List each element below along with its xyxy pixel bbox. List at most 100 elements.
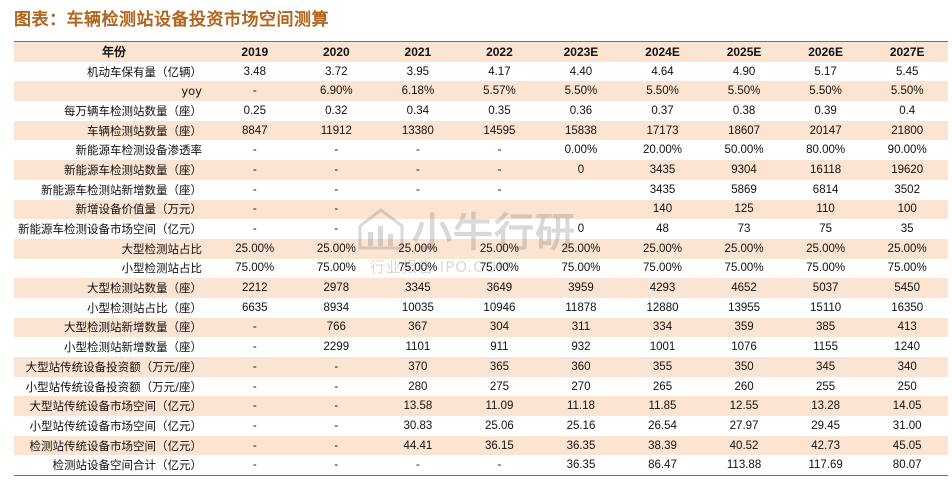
table-cell: 25.06: [458, 416, 541, 436]
table-cell: 0.36: [540, 101, 622, 121]
table-cell: 17173: [621, 120, 704, 141]
table-cell: 5.50%: [621, 81, 704, 102]
table-cell: 0.38: [703, 101, 785, 121]
row-label: 小型检测站占比: [14, 258, 214, 279]
table-cell: -: [214, 396, 296, 417]
table-cell: 25.00%: [540, 238, 622, 259]
header-cell-year: 2024E: [621, 42, 704, 62]
table-row: 新能源车检测站数量（座） - - - -0 3435 9304 16118 19620: [14, 160, 948, 180]
table-cell: -: [458, 455, 541, 476]
row-label: yoy: [14, 81, 214, 102]
table-cell: 38.39: [621, 435, 704, 456]
table-cell: 8934: [295, 297, 378, 318]
table-cell: -: [458, 160, 541, 180]
table-cell: -: [458, 140, 541, 161]
table-cell: 0.32: [295, 101, 378, 121]
table-row: 大型站传统设备投资额（万元/座） - -370 365 360 355 350 345 340: [14, 357, 948, 377]
table-cell: 36.35: [540, 435, 622, 456]
table-cell: 21800: [866, 120, 948, 141]
row-label: 检测站传统设备市场空间（亿元）: [14, 435, 214, 456]
table-row: 小型检测站新增数量（座） -2299 1101 911 932 1001 1076 1155 1…: [14, 337, 948, 357]
table-cell: 340: [866, 357, 948, 377]
table-cell: 280: [377, 376, 459, 397]
table-cell: -: [295, 219, 378, 239]
table-cell: -: [214, 160, 296, 180]
table-cell: 31.00: [866, 416, 948, 436]
table-cell: -: [377, 160, 459, 180]
table-cell: 125: [703, 199, 785, 220]
table-cell: 75.00%: [866, 258, 948, 279]
table-cell: -: [214, 337, 296, 357]
table-row: 每万辆车检测站数量（座） 0.25 0.32 0.34 0.35 0.36 0.37 0.38…: [14, 101, 948, 121]
table-cell: 5450: [866, 278, 948, 298]
table-cell: 334: [621, 317, 704, 338]
table-cell: 10946: [458, 297, 541, 318]
table-cell: 3435: [621, 179, 704, 200]
table-cell: 25.16: [540, 416, 622, 436]
header-cell-year: 2021: [377, 42, 459, 62]
row-label: 小型站传统设备投资额（万元/座）: [14, 376, 214, 397]
table-cell: 90.00%: [866, 140, 948, 161]
header-cell-year: 2019: [214, 42, 296, 62]
table-cell: 0: [540, 219, 622, 239]
table-cell: 13.28: [784, 396, 867, 417]
table-cell: 9304: [703, 160, 785, 180]
table-cell: 45.05: [866, 435, 948, 456]
table-cell: 30.83: [377, 416, 459, 436]
table-cell: 100: [866, 199, 948, 220]
row-label: 大型检测站占比: [14, 238, 214, 259]
table-cell: 73: [703, 219, 785, 239]
table-cell: -: [214, 179, 296, 200]
table-cell: 11.85: [621, 396, 704, 417]
table-cell: 4293: [621, 278, 704, 298]
row-label: 新能源车检测站数量（座）: [14, 160, 214, 180]
table-cell: 14.05: [866, 396, 948, 417]
table-cell: 11.09: [458, 396, 541, 417]
table-cell: 0.34: [377, 101, 459, 121]
table-row: 大型检测站占比 25.00% 25.00% 25.00% 25.00% 25.00% 25.…: [14, 238, 948, 259]
data-table-container: 年份 2019 2020 2021 2022 2023E 2024E 2025E 2026E 20…: [14, 41, 948, 477]
table-cell: 6.18%: [377, 81, 459, 102]
table-cell: 350: [703, 357, 785, 377]
row-label: 新能源车检测设备渗透率: [14, 140, 214, 161]
table-cell: 25.00%: [458, 238, 541, 259]
table-cell: 75.00%: [214, 258, 296, 279]
table-row: 小型检测站占比 75.00% 75.00% 75.00% 75.00% 75.00% 75.…: [14, 258, 948, 279]
table-cell: 1240: [866, 337, 948, 357]
table-cell: 20147: [784, 120, 867, 141]
row-label: 车辆检测站数量（座）: [14, 120, 214, 141]
table-cell: 20.00%: [621, 140, 704, 161]
table-cell: 360: [540, 357, 622, 377]
table-cell: 75.00%: [377, 258, 459, 279]
table-cell: 44.41: [377, 435, 459, 456]
table-row: 车辆检测站数量（座） 8847 11912 13380 14595 15838 17173 1…: [14, 120, 948, 141]
table-row: yoy -6.90% 6.18% 5.57% 5.50% 5.50% 5.50% 5.50% 5…: [14, 81, 948, 102]
row-label: 新能源车检测站新增数量（座）: [14, 179, 214, 200]
table-cell: 0.35: [458, 101, 541, 121]
table-cell: 5.50%: [784, 81, 867, 102]
table-cell: 16350: [866, 297, 948, 318]
table-cell: 3649: [458, 278, 541, 298]
table-cell: 11912: [295, 120, 378, 141]
table-cell: 5.17: [784, 61, 867, 82]
table-cell: 113.88: [703, 455, 785, 476]
table-cell: 25.00%: [866, 238, 948, 259]
table-cell: 75.00%: [540, 258, 622, 279]
table-cell: 413: [866, 317, 948, 338]
table-cell: 4652: [703, 278, 785, 298]
row-label: 小型检测站占比（座）: [14, 297, 214, 318]
table-cell: 3435: [621, 160, 704, 180]
table-cell: 4.64: [621, 61, 704, 82]
table-cell: 260: [703, 376, 785, 397]
table-cell: 75.00%: [458, 258, 541, 279]
table-cell: 304: [458, 317, 541, 338]
table-cell: -: [295, 140, 378, 161]
table-cell: 25.00%: [214, 238, 296, 259]
table-cell: 80.07: [866, 455, 948, 476]
table-cell: [458, 219, 541, 239]
table-cell: 75.00%: [784, 258, 867, 279]
table-cell: 8847: [214, 120, 296, 141]
table-cell: -: [214, 219, 296, 239]
table-cell: -: [377, 179, 459, 200]
header-cell-year: 2025E: [703, 42, 785, 62]
